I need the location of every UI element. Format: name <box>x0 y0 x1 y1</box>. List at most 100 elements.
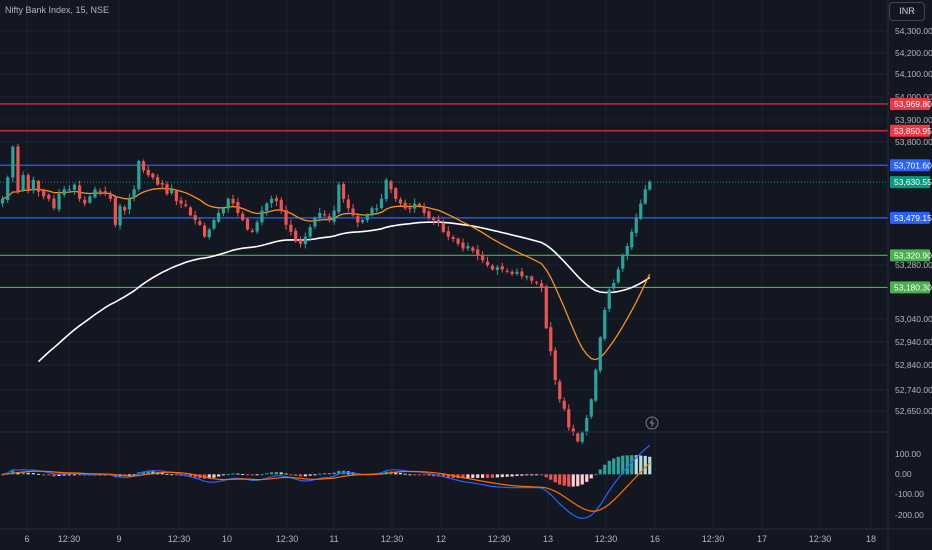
candle[interactable] <box>384 177 388 202</box>
candle[interactable] <box>170 184 174 196</box>
candle[interactable] <box>188 206 193 217</box>
candle[interactable] <box>103 186 107 197</box>
candle[interactable] <box>648 179 652 191</box>
candle[interactable] <box>505 268 509 274</box>
candle[interactable] <box>544 284 548 330</box>
candle[interactable] <box>461 238 465 252</box>
candle[interactable] <box>427 209 431 221</box>
candle[interactable] <box>375 204 379 213</box>
candle[interactable] <box>289 219 293 236</box>
candle[interactable] <box>217 209 221 224</box>
candle[interactable] <box>567 404 571 431</box>
candle[interactable] <box>212 218 216 231</box>
candle[interactable] <box>436 215 441 227</box>
candle[interactable] <box>580 430 584 444</box>
candle[interactable] <box>226 197 230 213</box>
candle[interactable] <box>500 262 504 273</box>
candle[interactable] <box>616 266 620 285</box>
candle[interactable] <box>88 192 92 205</box>
candle[interactable] <box>123 204 127 215</box>
candle[interactable] <box>394 187 398 203</box>
time-axis[interactable]: 6 12:30 9 12:30 10 12:30 11 12:30 12 12:30 13 12:30… <box>24 534 876 544</box>
candle[interactable] <box>42 188 46 200</box>
candle[interactable] <box>451 234 455 243</box>
candle[interactable] <box>398 197 403 206</box>
candle[interactable] <box>643 185 647 205</box>
candle[interactable] <box>93 186 97 199</box>
candle[interactable] <box>52 194 56 211</box>
horizontal-levels[interactable] <box>0 103 888 289</box>
candle[interactable] <box>598 336 602 374</box>
candle[interactable] <box>607 286 611 312</box>
candle[interactable] <box>341 182 346 203</box>
candle[interactable] <box>621 253 625 273</box>
currency-button[interactable]: INR <box>889 2 925 21</box>
candle[interactable] <box>576 431 580 443</box>
candle[interactable] <box>562 397 566 412</box>
candle[interactable] <box>389 179 393 194</box>
candle[interactable] <box>510 269 514 276</box>
candle[interactable] <box>346 194 350 212</box>
candle[interactable] <box>151 172 155 180</box>
candle[interactable] <box>245 217 250 231</box>
candle[interactable] <box>408 203 412 214</box>
candle[interactable] <box>446 226 450 241</box>
candle[interactable] <box>231 194 235 206</box>
candle[interactable] <box>332 205 336 225</box>
candle[interactable] <box>113 194 117 228</box>
candle[interactable] <box>558 379 562 403</box>
candle[interactable] <box>485 256 490 268</box>
candle[interactable] <box>495 264 499 275</box>
candle[interactable] <box>98 188 102 196</box>
candle[interactable] <box>184 199 188 208</box>
candle[interactable] <box>279 197 283 214</box>
candle[interactable] <box>476 245 480 261</box>
candle[interactable] <box>127 193 132 215</box>
candle[interactable] <box>530 275 534 285</box>
candle[interactable] <box>274 195 279 207</box>
candle[interactable] <box>118 203 122 230</box>
price-axis[interactable]: 54,300.0054,200.0054,100.0054,000.0053,9… <box>895 26 932 416</box>
candle[interactable] <box>26 173 30 194</box>
candle[interactable] <box>174 189 178 206</box>
candle[interactable] <box>553 347 557 386</box>
candle[interactable] <box>72 183 77 195</box>
candle[interactable] <box>241 211 245 222</box>
candle[interactable] <box>298 236 303 248</box>
candle[interactable] <box>365 213 369 223</box>
candle[interactable] <box>589 398 593 419</box>
candle[interactable] <box>67 185 71 193</box>
candle[interactable] <box>571 424 575 436</box>
candle[interactable] <box>294 227 298 243</box>
candle[interactable] <box>250 228 254 233</box>
candle[interactable] <box>515 268 519 276</box>
candle[interactable] <box>78 180 82 202</box>
candle[interactable] <box>132 185 136 202</box>
candle[interactable] <box>16 143 20 194</box>
candle[interactable] <box>327 213 331 223</box>
candle[interactable] <box>11 145 15 183</box>
candle[interactable] <box>413 198 417 213</box>
candle[interactable] <box>466 242 470 251</box>
candle[interactable] <box>612 279 616 291</box>
candle[interactable] <box>520 267 524 280</box>
candle[interactable] <box>594 368 598 403</box>
candle[interactable] <box>403 199 407 211</box>
candle[interactable] <box>625 243 629 261</box>
candle[interactable] <box>303 232 307 249</box>
candle[interactable] <box>379 193 384 210</box>
candle[interactable] <box>308 224 312 242</box>
candlestick-series[interactable] <box>0 143 652 444</box>
candle[interactable] <box>165 181 169 196</box>
candle[interactable] <box>337 181 341 214</box>
candle[interactable] <box>207 227 211 240</box>
candle[interactable] <box>156 174 160 186</box>
candle[interactable] <box>21 171 25 193</box>
candle[interactable] <box>351 204 355 218</box>
candle[interactable] <box>639 199 643 221</box>
candle[interactable] <box>260 205 264 226</box>
candle[interactable] <box>236 198 240 217</box>
macd-pane[interactable] <box>0 444 652 520</box>
candle[interactable] <box>630 228 634 251</box>
